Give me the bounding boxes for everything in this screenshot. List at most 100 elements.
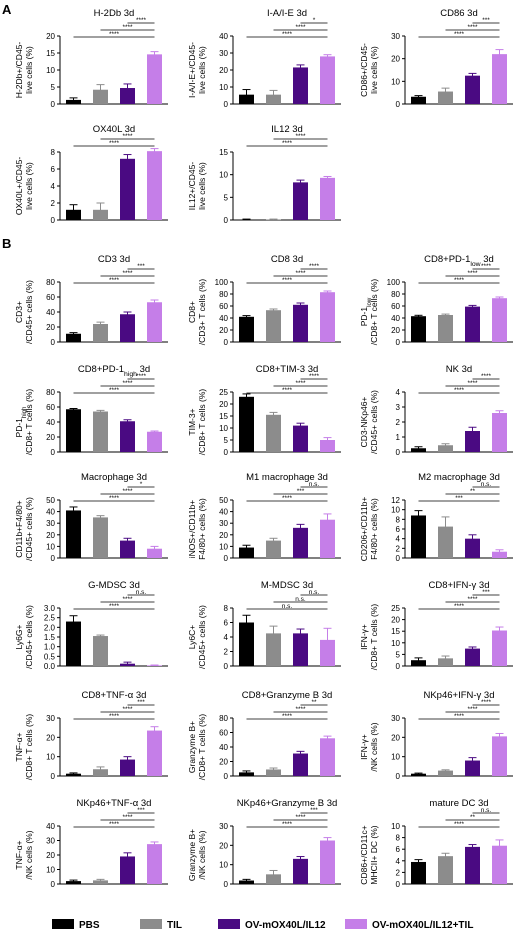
bar bbox=[320, 177, 335, 220]
significance-label: *** bbox=[137, 807, 145, 814]
significance-label: **** bbox=[467, 24, 478, 31]
significance-label: **** bbox=[295, 706, 306, 713]
significance-label: **** bbox=[282, 495, 293, 502]
y-tick-label: 30 bbox=[46, 837, 55, 846]
y-tick-label: 80 bbox=[391, 290, 400, 299]
chart-panel: CD8+TIM-3 3d 0 5 10 15 20 25 TIM-3+/CD8+ T cell… bbox=[187, 364, 341, 457]
y-tick-label: 0 bbox=[396, 554, 401, 563]
chart-panel: I-A/I-E 3d 0 10 20 30 40 I-A/I-E+/CD45- live ce… bbox=[187, 8, 341, 109]
significance-label: *** bbox=[455, 495, 463, 502]
significance-label: **** bbox=[109, 140, 120, 147]
bar bbox=[320, 56, 335, 104]
y-axis-label: F4/80+ cells (%) bbox=[197, 498, 207, 560]
y-tick-label: 40 bbox=[219, 32, 228, 41]
y-tick-label: 50 bbox=[219, 496, 228, 505]
significance-label: **** bbox=[109, 713, 120, 720]
y-axis-label: /CD45+ cells (%) bbox=[24, 280, 34, 344]
significance-label: *** bbox=[310, 807, 318, 814]
chart-title: mature DC 3d bbox=[429, 798, 488, 809]
bar bbox=[411, 448, 426, 452]
bar bbox=[147, 302, 162, 342]
significance-label: **** bbox=[481, 373, 492, 380]
chart-panel: NKp46+Granzyme B 3d 0 10 20 30 Granzyme B+/NK… bbox=[187, 798, 341, 889]
significance-label: **** bbox=[109, 277, 120, 284]
y-tick-label: 30 bbox=[219, 49, 228, 58]
significance-label: **** bbox=[481, 263, 492, 270]
y-tick-label: 40 bbox=[219, 508, 228, 517]
y-tick-label: 25 bbox=[219, 388, 228, 397]
significance-label: **** bbox=[122, 596, 133, 603]
significance-label: **** bbox=[295, 380, 306, 387]
chart-title: NKp46+Granzyme B 3d bbox=[237, 798, 338, 809]
y-axis-label: /CD3+ T cells (%) bbox=[197, 279, 207, 346]
y-tick-label: 10 bbox=[219, 83, 228, 92]
y-tick-label: 0 bbox=[51, 338, 56, 347]
bar bbox=[66, 773, 81, 776]
y-tick-label: 2 bbox=[396, 868, 401, 877]
significance-label: **** bbox=[295, 270, 306, 277]
legend-swatch bbox=[140, 919, 162, 929]
y-axis-label: CD86+/CD11c+ bbox=[359, 825, 369, 884]
chart-title: I-A/I-E 3d bbox=[267, 8, 307, 19]
bar bbox=[147, 431, 162, 452]
significance-label: **** bbox=[295, 814, 306, 821]
significance-label: **** bbox=[122, 270, 133, 277]
y-axis-label: PD-1low bbox=[359, 297, 373, 326]
significance-label: **** bbox=[136, 17, 147, 24]
bar bbox=[438, 526, 453, 558]
bar bbox=[93, 880, 108, 884]
y-tick-label: 15 bbox=[219, 148, 228, 157]
significance-label: **** bbox=[295, 24, 306, 31]
y-axis-label: Ly6C+ bbox=[187, 625, 197, 650]
bar bbox=[320, 292, 335, 342]
chart-title: NKp46+TNF-α 3d bbox=[77, 798, 152, 809]
bar bbox=[438, 856, 453, 884]
y-axis-label: OX40L+/CD45- bbox=[14, 157, 24, 216]
bar bbox=[147, 844, 162, 884]
y-tick-label: 0 bbox=[396, 772, 401, 781]
bar bbox=[411, 660, 426, 666]
y-tick-label: 20 bbox=[46, 433, 55, 442]
y-tick-label: 3.0 bbox=[44, 604, 56, 613]
bar bbox=[293, 182, 308, 220]
chart-title: NK 3d bbox=[446, 364, 472, 375]
y-tick-label: 0 bbox=[224, 662, 229, 671]
y-tick-label: 0 bbox=[396, 100, 401, 109]
y-tick-label: 4 bbox=[396, 535, 401, 544]
bar bbox=[239, 396, 254, 452]
y-tick-label: 10 bbox=[219, 861, 228, 870]
legend-swatch bbox=[52, 919, 74, 929]
y-tick-label: 20 bbox=[391, 326, 400, 335]
bar bbox=[492, 736, 507, 776]
y-tick-label: 5 bbox=[396, 650, 401, 659]
y-axis-label: /CD8+ T cells (%) bbox=[369, 279, 379, 346]
y-tick-label: 5 bbox=[224, 193, 229, 202]
y-tick-label: 0 bbox=[51, 554, 56, 563]
chart-panel: NK 3d 0 1 2 3 4 CD3-NKp46+/CD45+ cells (%) ****… bbox=[359, 364, 513, 457]
chart-panel: CD8+PD-1high 3d 0 20 40 60 80 PD-1high/CD8+ T … bbox=[14, 364, 168, 457]
bar bbox=[465, 648, 480, 666]
significance-label: **** bbox=[282, 387, 293, 394]
y-tick-label: 20 bbox=[219, 758, 228, 767]
y-tick-label: 15 bbox=[219, 412, 228, 421]
bar bbox=[239, 622, 254, 666]
bar bbox=[93, 411, 108, 452]
bar bbox=[492, 298, 507, 342]
chart-title: CD8 3d bbox=[271, 254, 303, 265]
y-tick-label: 25 bbox=[391, 604, 400, 613]
bar bbox=[465, 538, 480, 558]
y-tick-label: 10 bbox=[391, 639, 400, 648]
legend-item: PBS bbox=[52, 919, 100, 931]
bar bbox=[93, 89, 108, 104]
significance-label: **** bbox=[109, 387, 120, 394]
y-tick-label: 40 bbox=[46, 508, 55, 517]
y-axis-label: TIM-3+ bbox=[187, 408, 197, 435]
significance-label: n.s. bbox=[136, 589, 147, 596]
bar bbox=[438, 770, 453, 776]
chart-panel: CD86 3d 0 10 20 30 CD86+/CD45- live cells (%) *… bbox=[359, 8, 513, 109]
bar bbox=[411, 316, 426, 342]
y-tick-label: 30 bbox=[219, 822, 228, 831]
chart-title: NKp46+IFN-γ 3d bbox=[423, 690, 494, 701]
y-tick-label: 100 bbox=[215, 278, 229, 287]
